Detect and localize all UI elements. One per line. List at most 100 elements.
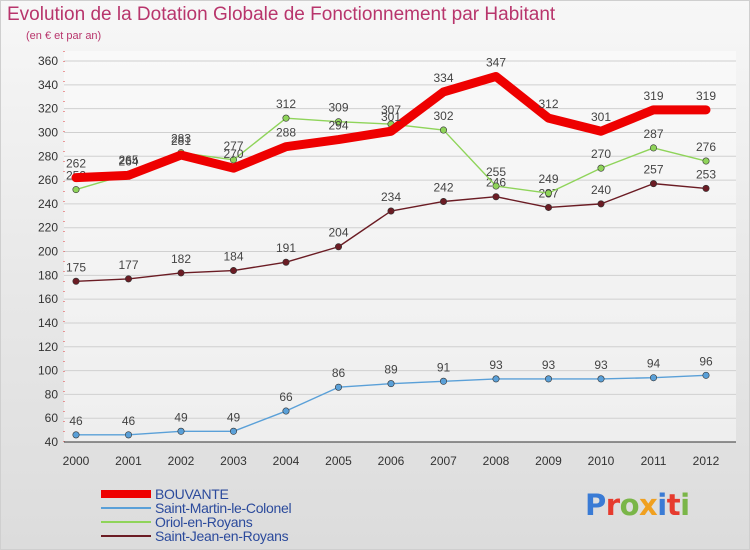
data-point bbox=[72, 186, 80, 194]
data-label: 249 bbox=[538, 172, 558, 186]
data-point bbox=[544, 189, 552, 197]
data-point bbox=[702, 184, 710, 192]
data-label: 253 bbox=[696, 167, 716, 181]
data-point bbox=[283, 143, 289, 150]
logo-letter: r bbox=[605, 488, 620, 522]
data-label: 175 bbox=[66, 260, 86, 274]
legend-swatch bbox=[101, 535, 151, 537]
x-tick-label: 2009 bbox=[535, 454, 562, 468]
data-label: 294 bbox=[328, 119, 348, 133]
y-tick-label: 240 bbox=[38, 197, 58, 211]
data-label: 49 bbox=[227, 410, 241, 424]
y-tick-label: 220 bbox=[38, 221, 58, 235]
logo-letter: o bbox=[619, 488, 640, 522]
data-point bbox=[177, 427, 185, 435]
data-label: 242 bbox=[433, 180, 453, 194]
data-point bbox=[334, 243, 342, 251]
y-tick-label: 320 bbox=[38, 102, 58, 116]
data-point bbox=[493, 73, 499, 80]
data-label: 270 bbox=[591, 147, 611, 161]
data-point bbox=[230, 267, 238, 275]
data-point bbox=[544, 375, 552, 383]
data-point bbox=[335, 136, 342, 143]
data-label: 319 bbox=[696, 89, 716, 103]
y-tick-label: 40 bbox=[45, 435, 59, 449]
x-tick-label: 2002 bbox=[168, 454, 195, 468]
data-label: 302 bbox=[433, 109, 453, 123]
data-point bbox=[125, 275, 133, 283]
data-label: 257 bbox=[643, 163, 663, 177]
data-label: 93 bbox=[542, 358, 556, 372]
legend-swatch bbox=[101, 521, 151, 523]
data-label: 312 bbox=[276, 97, 296, 111]
y-tick-label: 200 bbox=[38, 245, 58, 259]
data-label: 347 bbox=[486, 55, 506, 69]
y-tick-label: 340 bbox=[38, 78, 58, 92]
data-point bbox=[649, 144, 657, 152]
data-point bbox=[334, 118, 342, 126]
proxiti-logo: Proxiti bbox=[585, 488, 690, 522]
data-point bbox=[282, 114, 290, 122]
data-label: 288 bbox=[276, 126, 296, 140]
legend-label: Saint-Martin-le-Colonel bbox=[155, 500, 292, 516]
data-label: 287 bbox=[643, 127, 663, 141]
data-label: 177 bbox=[118, 258, 138, 272]
data-label: 240 bbox=[591, 183, 611, 197]
y-tick-label: 180 bbox=[38, 268, 58, 282]
data-label: 334 bbox=[433, 71, 453, 85]
data-label: 319 bbox=[643, 89, 663, 103]
logo-letter: P bbox=[585, 488, 606, 522]
data-label: 270 bbox=[223, 147, 243, 161]
chart-subtitle: (en € et par an) bbox=[26, 30, 102, 42]
data-label: 277 bbox=[223, 139, 243, 153]
data-label: 307 bbox=[381, 103, 401, 117]
data-label: 191 bbox=[276, 241, 296, 255]
data-point bbox=[703, 106, 709, 113]
data-label: 184 bbox=[223, 250, 243, 264]
data-point bbox=[492, 193, 500, 201]
data-point bbox=[439, 197, 447, 205]
y-tick-label: 100 bbox=[38, 364, 58, 378]
data-point bbox=[702, 371, 710, 379]
data-label: 283 bbox=[171, 132, 191, 146]
data-point bbox=[439, 126, 447, 134]
data-point bbox=[597, 164, 605, 172]
data-point bbox=[544, 203, 552, 211]
series-bouvante: 262 264 281 270 288 294 301 334 347 312 301 319 319 bbox=[66, 55, 716, 183]
logo-letter: t bbox=[666, 488, 681, 522]
data-label: 204 bbox=[328, 226, 348, 240]
data-point bbox=[597, 200, 605, 208]
data-label: 94 bbox=[647, 357, 661, 371]
data-label: 255 bbox=[486, 165, 506, 179]
data-label: 86 bbox=[332, 366, 346, 380]
data-label: 93 bbox=[594, 358, 608, 372]
data-point bbox=[230, 165, 237, 172]
legend-label: BOUVANTE bbox=[155, 486, 229, 502]
chart-title: Evolution de la Dotation Globale de Fonc… bbox=[7, 4, 556, 25]
logo-letter: x bbox=[639, 488, 658, 522]
y-tick-label: 140 bbox=[38, 316, 58, 330]
data-label: 262 bbox=[66, 157, 86, 171]
series-saint-jean-en-royans: 175177182184191204234242246237240257253 bbox=[66, 163, 716, 285]
data-point bbox=[439, 377, 447, 385]
y-tick-label: 360 bbox=[38, 54, 58, 68]
data-label: 276 bbox=[696, 140, 716, 154]
y-tick-label: 80 bbox=[45, 387, 59, 401]
data-point bbox=[334, 383, 342, 391]
data-point bbox=[388, 128, 394, 135]
x-tick-label: 2003 bbox=[220, 454, 247, 468]
y-tick-label: 160 bbox=[38, 292, 58, 306]
data-point bbox=[72, 431, 80, 439]
x-tick-label: 2012 bbox=[693, 454, 720, 468]
logo-letter: i bbox=[657, 488, 667, 522]
data-label: 281 bbox=[171, 134, 191, 148]
data-point bbox=[649, 180, 657, 188]
data-point bbox=[178, 152, 184, 159]
data-label: 91 bbox=[437, 360, 451, 374]
plot-area bbox=[64, 51, 736, 442]
legend-label: Oriol-en-Royans bbox=[155, 514, 253, 530]
data-point bbox=[598, 128, 604, 135]
x-tick-label: 2005 bbox=[325, 454, 352, 468]
data-point bbox=[545, 115, 552, 122]
